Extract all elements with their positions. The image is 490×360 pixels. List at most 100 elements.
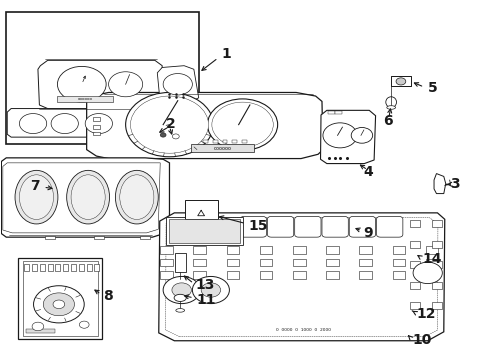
Text: oooooo: oooooo — [78, 97, 93, 101]
Text: 0  0000  0  1000  0  2000: 0 0000 0 1000 0 2000 — [276, 328, 331, 332]
Ellipse shape — [116, 170, 158, 224]
Bar — [410, 220, 420, 227]
Bar — [293, 271, 306, 279]
Bar — [410, 240, 420, 248]
Bar — [432, 240, 442, 248]
Text: 9: 9 — [364, 226, 373, 240]
Bar — [79, 264, 84, 271]
Bar — [359, 258, 372, 266]
Polygon shape — [166, 217, 438, 337]
Circle shape — [53, 300, 65, 309]
Bar — [260, 271, 272, 279]
Polygon shape — [157, 66, 199, 102]
Bar — [426, 271, 439, 279]
Bar — [192, 144, 254, 152]
Ellipse shape — [120, 175, 154, 220]
FancyBboxPatch shape — [349, 216, 375, 237]
Bar — [335, 111, 342, 114]
Bar — [260, 258, 272, 266]
Bar — [194, 258, 206, 266]
Bar — [55, 264, 60, 271]
Bar — [410, 261, 420, 268]
Bar — [63, 264, 68, 271]
Text: 13: 13 — [196, 278, 215, 292]
Text: 14: 14 — [423, 252, 442, 266]
Bar — [392, 258, 405, 266]
Polygon shape — [320, 111, 375, 163]
Circle shape — [172, 283, 192, 297]
Bar — [242, 140, 247, 143]
Bar — [328, 111, 335, 114]
Bar — [93, 132, 100, 135]
Bar — [185, 200, 218, 219]
Bar — [359, 271, 372, 279]
Bar — [166, 217, 243, 245]
Text: 12: 12 — [416, 307, 436, 321]
Bar — [432, 282, 442, 289]
Bar — [93, 125, 100, 129]
Polygon shape — [1, 158, 170, 237]
Bar — [194, 247, 206, 254]
Circle shape — [172, 134, 179, 139]
Bar — [160, 258, 173, 266]
Ellipse shape — [176, 309, 185, 312]
Bar — [40, 264, 45, 271]
Circle shape — [323, 123, 357, 148]
Circle shape — [43, 293, 74, 316]
Circle shape — [413, 262, 442, 284]
Bar — [426, 258, 439, 266]
Circle shape — [156, 130, 170, 140]
Text: 11: 11 — [196, 293, 216, 307]
Bar — [45, 236, 55, 239]
Bar — [169, 219, 240, 243]
Bar — [359, 247, 372, 254]
Ellipse shape — [67, 170, 110, 224]
Bar — [232, 140, 237, 143]
Circle shape — [109, 72, 143, 97]
Text: 6: 6 — [383, 114, 392, 128]
Bar — [26, 329, 55, 333]
Text: 7: 7 — [30, 179, 39, 193]
Bar — [71, 264, 76, 271]
Bar — [94, 236, 104, 239]
Circle shape — [396, 78, 406, 85]
FancyBboxPatch shape — [376, 216, 403, 237]
Bar — [6, 12, 199, 144]
Circle shape — [163, 276, 200, 303]
Bar — [160, 271, 173, 279]
Bar — [392, 271, 405, 279]
Circle shape — [193, 276, 229, 303]
Polygon shape — [159, 213, 445, 341]
Ellipse shape — [386, 97, 396, 108]
Bar — [24, 264, 29, 271]
Bar — [226, 258, 239, 266]
Bar — [93, 117, 100, 121]
Circle shape — [201, 283, 220, 297]
Bar — [203, 140, 208, 143]
Bar — [432, 302, 442, 309]
Bar — [326, 258, 339, 266]
Bar — [175, 252, 186, 272]
Text: 4: 4 — [364, 165, 373, 179]
Bar — [326, 271, 339, 279]
Text: 8: 8 — [103, 289, 113, 303]
Circle shape — [79, 321, 89, 328]
Ellipse shape — [387, 106, 395, 109]
Polygon shape — [434, 174, 446, 194]
Circle shape — [57, 66, 106, 102]
Bar — [32, 264, 37, 271]
Bar — [293, 247, 306, 254]
Ellipse shape — [71, 175, 105, 220]
Circle shape — [351, 127, 373, 143]
Circle shape — [51, 113, 78, 134]
FancyBboxPatch shape — [294, 216, 321, 237]
Polygon shape — [38, 60, 162, 109]
Bar — [226, 271, 239, 279]
Bar — [48, 264, 52, 271]
Bar — [432, 261, 442, 268]
Bar — [140, 236, 150, 239]
Bar — [260, 247, 272, 254]
Bar — [19, 257, 102, 339]
Circle shape — [125, 93, 213, 157]
Bar — [87, 264, 92, 271]
